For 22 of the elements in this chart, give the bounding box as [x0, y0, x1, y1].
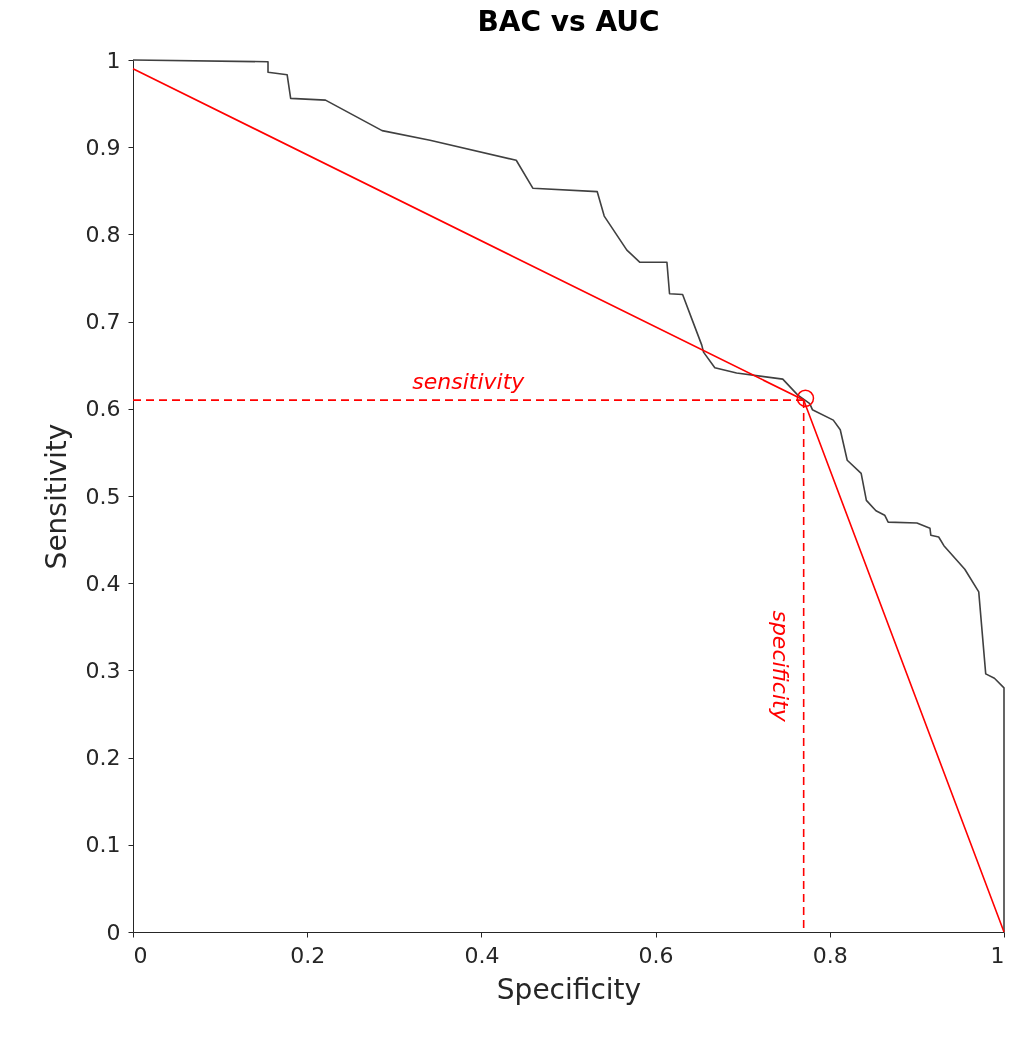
- y-tick-label: 0.5: [85, 483, 121, 509]
- x-tick-label: 0.6: [638, 942, 674, 968]
- y-tick-label: 0.8: [85, 221, 121, 247]
- y-tick-label: 1: [106, 47, 121, 73]
- y-tick-label: 0.7: [85, 309, 121, 335]
- annotation: sensitivity: [412, 369, 526, 395]
- y-axis-title: Sensitivity: [39, 423, 73, 570]
- y-tick-label: 0.9: [85, 134, 121, 160]
- chart-title: BAC vs AUC: [477, 5, 660, 38]
- annotation: specificity: [767, 610, 793, 723]
- y-tick-label: 0.4: [85, 570, 121, 596]
- x-tick-label: 0.4: [464, 942, 500, 968]
- x-tick-label: 0.2: [290, 942, 326, 968]
- x-tick-label: 1: [990, 942, 1005, 968]
- x-tick-label: 0.8: [812, 942, 848, 968]
- y-tick-label: 0.1: [85, 832, 121, 858]
- y-tick-label: 0.3: [85, 657, 121, 683]
- y-tick-label: 0.2: [85, 745, 121, 771]
- x-axis-title: Specificity: [496, 972, 642, 1006]
- y-tick-label: 0: [106, 919, 121, 945]
- y-tick-label: 0.6: [85, 396, 121, 422]
- x-tick-label: 0: [133, 942, 148, 968]
